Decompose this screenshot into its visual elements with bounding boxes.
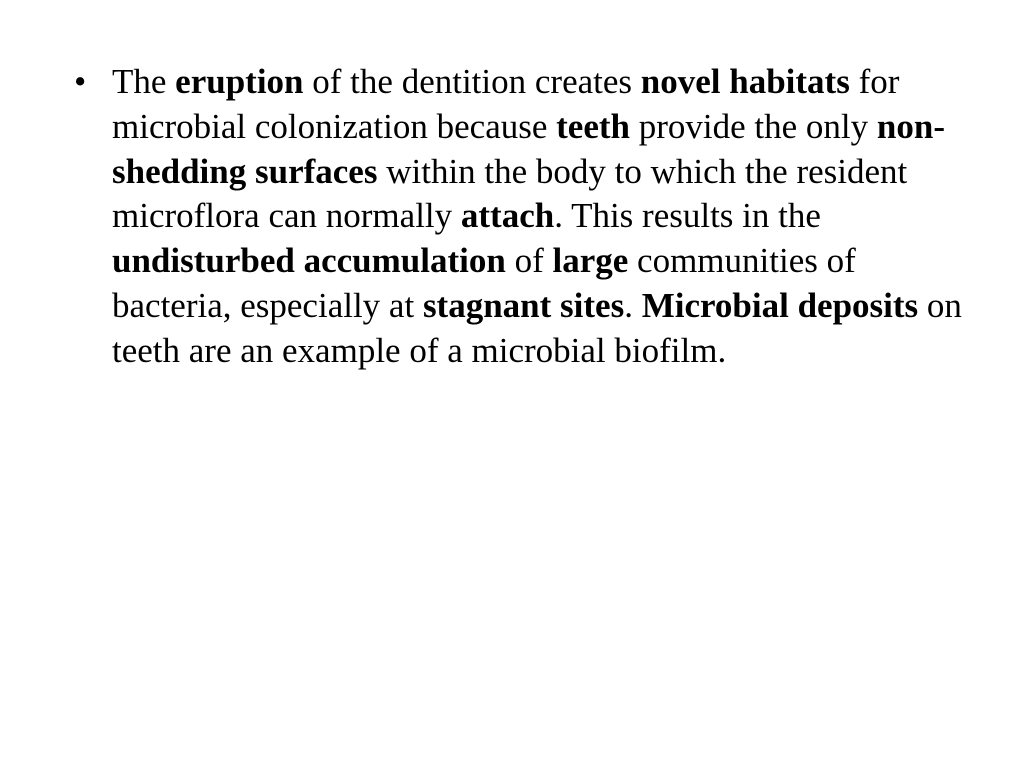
text-run: of the dentition creates xyxy=(304,62,641,101)
bullet-list: The eruption of the dentition creates no… xyxy=(64,60,976,374)
text-run: large xyxy=(553,241,629,280)
text-run: . This results in the xyxy=(554,196,821,235)
text-run: undisturbed accumulation xyxy=(112,241,506,280)
text-run: novel habitats xyxy=(641,62,850,101)
text-run: The xyxy=(112,62,175,101)
text-run: . xyxy=(624,286,642,325)
slide: The eruption of the dentition creates no… xyxy=(0,0,1024,768)
text-run: stagnant sites xyxy=(423,286,624,325)
text-run: of xyxy=(506,241,553,280)
text-run: attach xyxy=(461,196,554,235)
text-run: eruption xyxy=(175,62,303,101)
bullet-item: The eruption of the dentition creates no… xyxy=(64,60,976,374)
text-run: Microbial deposits xyxy=(642,286,918,325)
text-run: teeth xyxy=(556,107,630,146)
text-run: provide the only xyxy=(630,107,877,146)
